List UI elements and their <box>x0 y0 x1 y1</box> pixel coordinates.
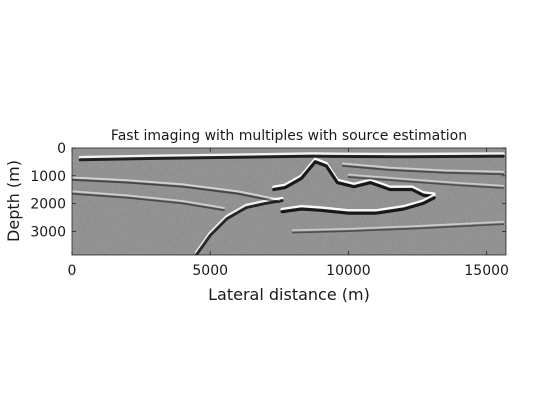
chart-title: Fast imaging with multiples with source … <box>111 128 467 144</box>
y-axis-label: Depth (m) <box>4 160 23 242</box>
plot-texture <box>72 148 506 255</box>
y-tick-label: 3000 <box>30 224 66 240</box>
reflector-top-reflector-light <box>78 152 505 159</box>
reflector-salt-body-base-dark <box>280 196 436 215</box>
x-tick-label: 10000 <box>326 263 371 279</box>
reflector-deep-layer-light <box>292 220 505 232</box>
y-axis: 0 1000 2000 3000 <box>30 141 506 240</box>
reflector-salt-body-top-dark <box>272 160 436 198</box>
x-tick-label: 0 <box>68 263 77 279</box>
y-tick-label: 0 <box>57 141 66 157</box>
x-axis-label: Lateral distance (m) <box>208 285 370 304</box>
reflector-layer <box>72 152 505 255</box>
y-tick-label: 1000 <box>30 169 66 185</box>
reflector-sediment-layer-4-dark <box>347 176 505 189</box>
reflector-sediment-layer-2-light <box>72 190 225 209</box>
x-tick-label: 15000 <box>464 263 509 279</box>
reflector-sediment-layer-1-light <box>72 176 281 201</box>
x-axis: 0 5000 10000 15000 <box>68 148 509 279</box>
reflector-salt-body-base-light <box>280 193 436 213</box>
reflector-sediment-layer-3-dark <box>342 165 505 176</box>
reflector-dipping-reflector-dark <box>194 199 284 255</box>
reflector-sediment-layer-4-light <box>347 173 505 187</box>
reflector-salt-body-top-light <box>272 157 436 196</box>
reflector-sediment-layer-1-dark <box>72 178 281 203</box>
reflector-sediment-layer-3-light <box>342 162 505 173</box>
axes-frame <box>71 147 507 256</box>
reflector-deep-layer-dark <box>292 223 505 234</box>
reflector-sediment-layer-2-dark <box>72 192 225 212</box>
reflector-top-reflector-dark <box>78 154 505 162</box>
x-tick-label: 5000 <box>192 263 228 279</box>
y-tick-label: 2000 <box>30 197 66 213</box>
